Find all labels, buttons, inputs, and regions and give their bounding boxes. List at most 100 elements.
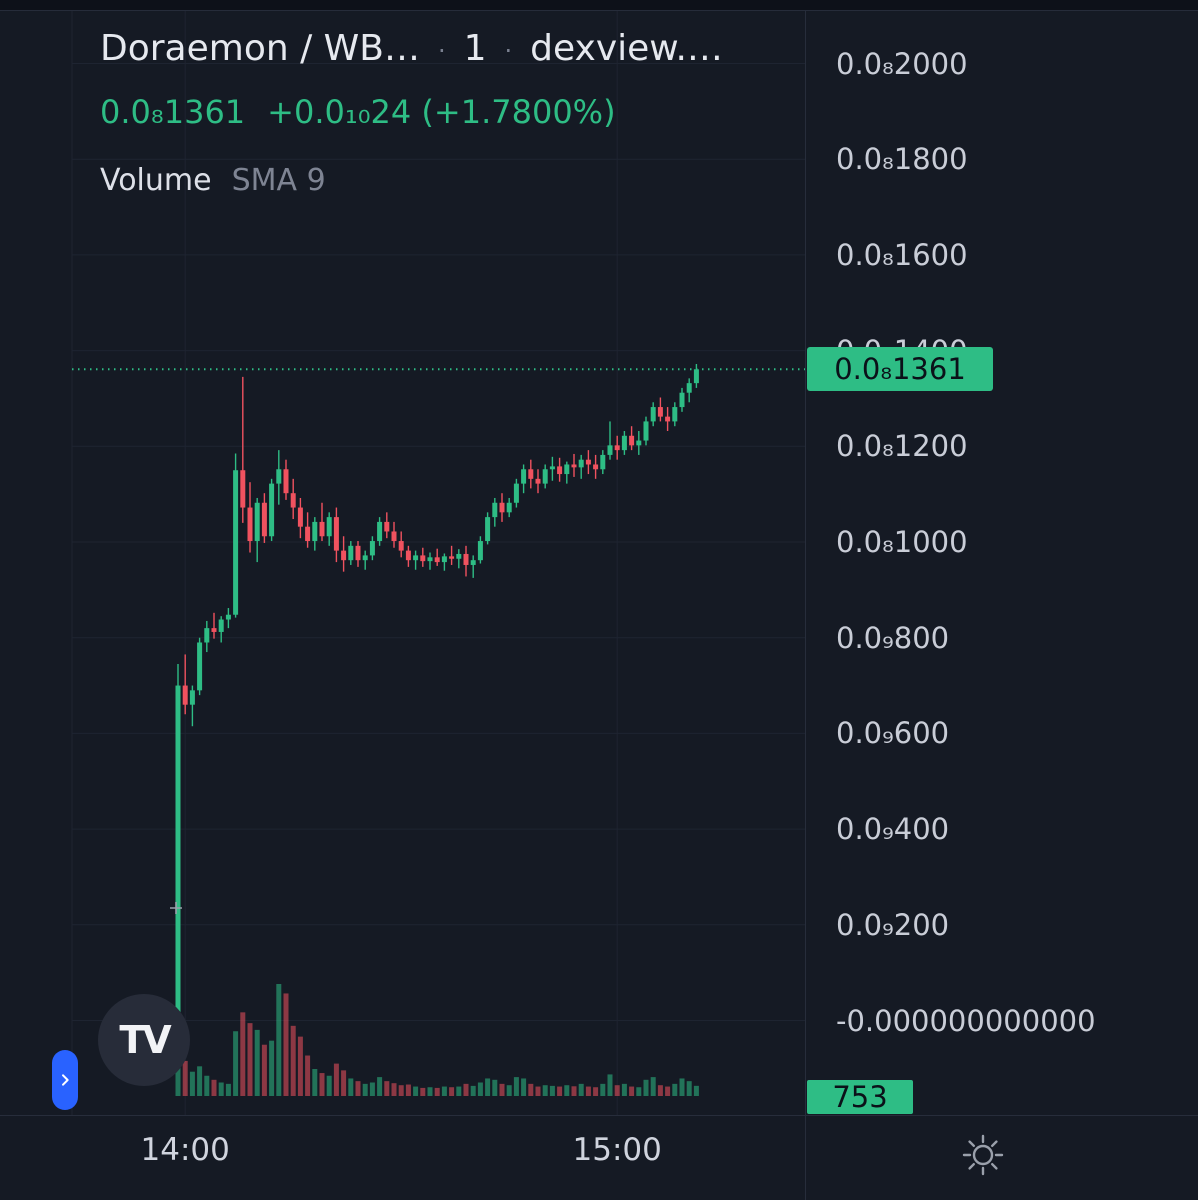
price-axis-label: 0.0₈1800 [836,142,968,177]
candle-body [535,478,541,484]
volume-bar [283,993,289,1096]
volume-bar [312,1069,318,1096]
candle-body [312,521,318,542]
volume-bar [377,1077,383,1096]
volume-bar [621,1083,627,1096]
candle-body [398,541,404,551]
candle-body [413,555,419,561]
candle-body [283,469,289,494]
volume-bar [319,1073,325,1096]
candle-body [175,685,181,1014]
volume-bar [261,1044,267,1096]
volume-bar [391,1083,397,1096]
volume-bar [557,1086,563,1096]
candle-body [470,560,476,565]
volume-bar [679,1078,685,1096]
volume-bar [521,1078,527,1096]
theme-brightness-icon[interactable] [956,1128,1010,1182]
candle-body [542,469,548,484]
plus-marker-icon [170,902,182,914]
candle-body [326,517,332,537]
candle-body [290,493,296,508]
candle-body [607,445,613,455]
candle-body [672,407,678,422]
volume-bar [693,1085,699,1096]
candle-body [391,531,397,542]
candle-body [528,469,534,479]
candle-body [355,545,361,561]
candle-body [434,557,440,563]
candle-body [319,521,325,537]
volume-label[interactable]: Volume [100,163,212,198]
candle-body [506,502,512,513]
volume-bar [585,1086,591,1096]
interval-value[interactable]: 1 [463,28,487,69]
volume-bar [564,1085,570,1096]
price-axis-label: 0.0₉400 [836,812,950,847]
volume-bar [254,1029,260,1096]
volume-legend-row: Volume SMA 9 [100,163,723,198]
volume-bar [362,1083,368,1096]
volume-bar [225,1083,231,1096]
volume-bar [506,1085,512,1096]
exchange-name[interactable]: dexview.… [530,28,723,69]
volume-bar [513,1077,519,1096]
candle-body [269,483,275,537]
price-axis[interactable]: 0.0₈1361 753 0.0₈2000 0.0₈1800 0.0₈1600 0.0… [805,10,1198,1200]
tradingview-logo-text: TV [119,1018,171,1062]
candle-body [614,445,620,451]
candle-body [362,555,368,561]
candle-body [564,464,570,475]
candle-body [578,459,584,468]
volume-bar [485,1078,491,1096]
volume-bar [333,1063,339,1096]
candle-body [477,541,483,561]
candle-body [492,502,498,518]
volume-bar [290,1025,296,1096]
candle-body [427,557,433,562]
time-axis[interactable]: 14:00 15:00 [0,1115,1198,1200]
volume-bar [441,1086,447,1096]
title-separator: · [437,36,446,65]
expand-watchlist-button[interactable] [52,1050,78,1110]
volume-bar [528,1083,534,1096]
time-axis-label: 14:00 [140,1132,230,1168]
candle-body [377,521,383,542]
candle-body [657,407,663,417]
volume-bar [218,1082,224,1096]
price-axis-label: -0.000000000000 [836,1003,1096,1038]
candle-body [384,521,390,532]
candle-body [441,556,447,563]
candle-body [557,466,563,475]
symbol-name[interactable]: Doraemon / WB… [100,28,420,69]
volume-bar [427,1087,433,1096]
price-axis-label: 0.0₈1200 [836,429,968,464]
top-toolbar [0,0,1198,11]
volume-bar [182,1060,188,1096]
candle-body [571,464,577,468]
candle-body [333,517,339,551]
volume-bar [405,1084,411,1096]
candle-body [621,435,627,451]
candle-body [189,690,195,705]
candle-body [629,435,635,446]
chevron-right-icon [62,1074,69,1086]
price-axis-label: 0.0₈1000 [836,525,968,559]
candle-body [600,454,606,470]
candle-body [585,459,591,465]
candle-body [233,470,239,615]
price-row: 0.0₈1361 +0.0₁₀24 (+1.7800%) [100,93,723,131]
candle-body [197,642,203,691]
candle-body [297,507,303,527]
chart-legend: Doraemon / WB… · 1 · dexview.… 0.0₈1361 … [100,28,723,198]
candle-body [665,416,671,422]
volume-bar [607,1074,613,1096]
candle-body [254,502,260,542]
volume-bar [542,1085,548,1096]
volume-bar [297,1036,303,1096]
volume-sma-label[interactable]: SMA 9 [231,163,326,198]
tradingview-logo[interactable]: TV [98,994,190,1086]
candle-body [513,483,519,503]
